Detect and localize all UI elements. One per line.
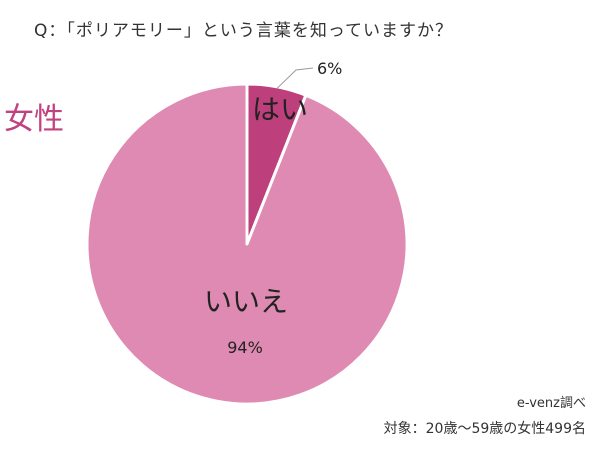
category-label-yes: はい: [252, 93, 308, 126]
source-credit: e-venz調べ: [516, 396, 586, 411]
leader-line-yes: [276, 67, 314, 90]
value-label-yes: 6%: [317, 59, 342, 78]
value-label-no: 94%: [227, 338, 263, 357]
pie-slice-no: [85, 82, 409, 406]
survey-subject: 対象：20歳～59歳の女性499名: [383, 421, 586, 437]
category-label-no: いいえ: [204, 285, 288, 318]
question-title: Q：「ポリアモリー」という言葉を知っていますか？: [34, 21, 454, 41]
segment-label: 女性: [4, 102, 64, 137]
